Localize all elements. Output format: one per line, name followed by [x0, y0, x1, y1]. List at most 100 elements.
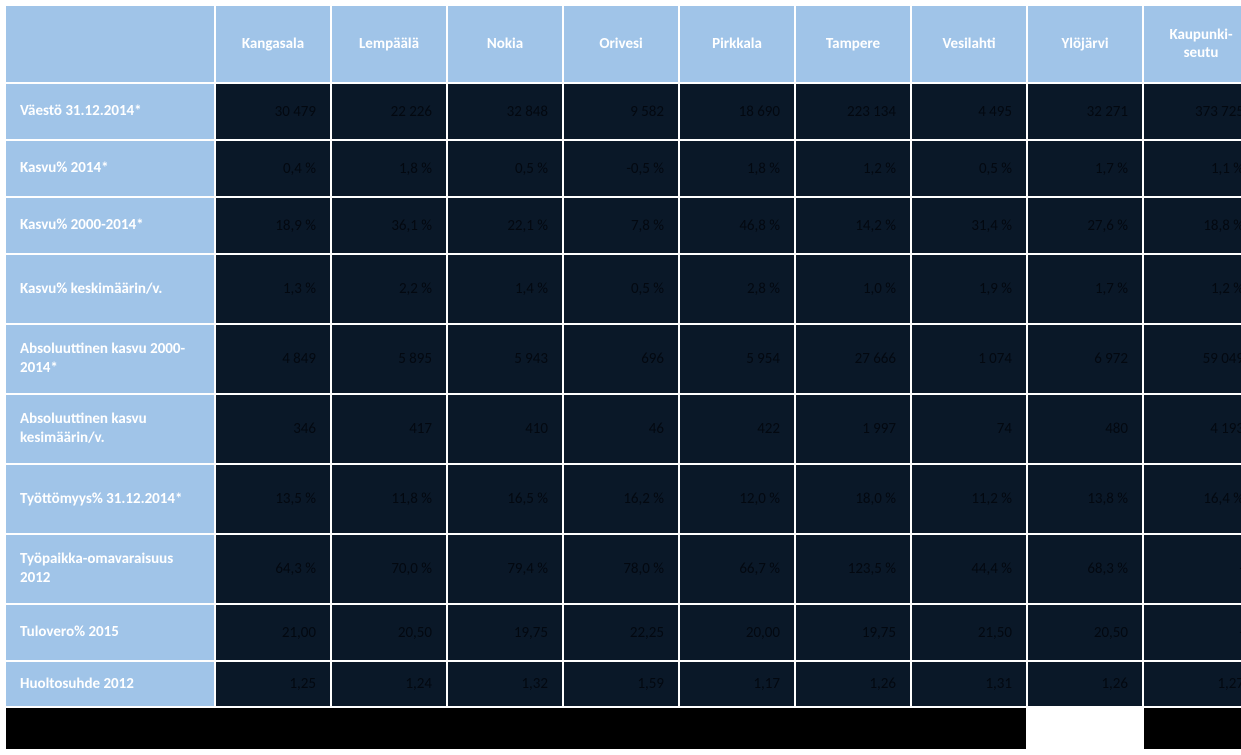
data-cell: 7,8 %	[564, 198, 678, 253]
data-cell: 19,75	[796, 605, 910, 660]
data-cell: -	[1144, 605, 1241, 660]
data-cell: 1,0 %	[796, 255, 910, 323]
data-cell: 21,00	[216, 605, 330, 660]
data-cell: 18,9 %	[216, 198, 330, 253]
data-cell: 5 895	[332, 325, 446, 393]
data-cell: 0,5 %	[564, 255, 678, 323]
header-row: Kangasala Lempäälä Nokia Orivesi Pirkkal…	[6, 6, 1241, 82]
data-cell: 16,2 %	[564, 465, 678, 533]
data-cell: 32 848	[448, 84, 562, 139]
data-cell: 59 049	[1144, 325, 1241, 393]
row-header: Kasvu% 2014*	[6, 141, 214, 196]
data-cell: 5 954	[680, 325, 794, 393]
data-cell: 1,32	[448, 662, 562, 706]
table-row: Työttömyys% 31.12.2014*13,5 %11,8 %16,5 …	[6, 465, 1241, 533]
data-cell: 16,5 %	[448, 465, 562, 533]
data-cell: 346	[216, 395, 330, 463]
data-cell: 1,7 %	[1028, 141, 1142, 196]
data-cell: 12,0 %	[680, 465, 794, 533]
table-row: Kasvu% 2014*0,4 %1,8 %0,5 %-0,5 %1,8 %1,…	[6, 141, 1241, 196]
data-cell: 5 943	[448, 325, 562, 393]
data-cell: 27,6 %	[1028, 198, 1142, 253]
data-cell: 30 479	[216, 84, 330, 139]
row-header: Huoltosuhde 2012	[6, 662, 214, 706]
data-cell: -0,5 %	[564, 141, 678, 196]
table-row: Väestö 31.12.2014*30 47922 22632 8489 58…	[6, 84, 1241, 139]
data-cell: 20,00	[680, 605, 794, 660]
data-cell: 1 074	[912, 325, 1026, 393]
data-cell: 22 226	[332, 84, 446, 139]
data-cell: 1,2 %	[796, 141, 910, 196]
data-cell: 13,5 %	[216, 465, 330, 533]
data-cell: 16,4 %	[1144, 465, 1241, 533]
row-header: Työpaikka-omavaraisuus 2012	[6, 535, 214, 603]
data-cell: 373 725	[1144, 84, 1241, 139]
data-cell: 20,50	[1028, 605, 1142, 660]
table-row: Huoltosuhde 20121,251,241,321,591,171,26…	[6, 662, 1241, 706]
data-cell: 1,8 %	[332, 141, 446, 196]
row-header: Työttömyys% 31.12.2014*	[6, 465, 214, 533]
row-header: Väestö 31.12.2014*	[6, 84, 214, 139]
data-cell: 13,8 %	[1028, 465, 1142, 533]
data-cell: 46,8 %	[680, 198, 794, 253]
data-cell: 1,7 %	[1028, 255, 1142, 323]
data-cell: 64,3 %	[216, 535, 330, 603]
data-cell: 1,25	[216, 662, 330, 706]
col-header: Tampere	[796, 6, 910, 82]
row-header: Tulovero% 2015	[6, 605, 214, 660]
table-row: Työpaikka-omavaraisuus 201264,3 %70,0 %7…	[6, 535, 1241, 603]
data-cell: 11,2 %	[912, 465, 1026, 533]
statistics-table: Kangasala Lempäälä Nokia Orivesi Pirkkal…	[4, 4, 1241, 751]
data-cell: 1,24	[332, 662, 446, 706]
data-cell: 46	[564, 395, 678, 463]
col-header: Lempäälä	[332, 6, 446, 82]
col-header: Nokia	[448, 6, 562, 82]
table-row: Absoluuttinen kasvu kesimäärin/v.3464174…	[6, 395, 1241, 463]
data-cell: 0,5 %	[912, 141, 1026, 196]
data-cell: 79,4 %	[448, 535, 562, 603]
data-cell: 32 271	[1028, 84, 1142, 139]
data-cell: 27 666	[796, 325, 910, 393]
data-cell: 123,5 %	[796, 535, 910, 603]
col-header: Pirkkala	[680, 6, 794, 82]
data-cell: 1,2 %	[1144, 255, 1241, 323]
data-cell: 21,50	[912, 605, 1026, 660]
data-cell: 410	[448, 395, 562, 463]
data-cell: 4 193	[1144, 395, 1241, 463]
footer-cell	[6, 708, 1026, 749]
data-cell: 66,7 %	[680, 535, 794, 603]
data-cell: 18 690	[680, 84, 794, 139]
data-cell: 1,31	[912, 662, 1026, 706]
data-cell: 1,4 %	[448, 255, 562, 323]
data-cell: -	[1144, 535, 1241, 603]
col-header: Kangasala	[216, 6, 330, 82]
col-header: Kaupunki-seutu	[1144, 6, 1241, 82]
data-cell: 1,17	[680, 662, 794, 706]
data-cell: 31,4 %	[912, 198, 1026, 253]
footer-cell	[1144, 708, 1241, 749]
data-cell: 2,2 %	[332, 255, 446, 323]
row-header: Absoluuttinen kasvu 2000-2014*	[6, 325, 214, 393]
data-cell: 480	[1028, 395, 1142, 463]
data-cell: 1,26	[796, 662, 910, 706]
data-cell: 74	[912, 395, 1026, 463]
row-header: Kasvu% 2000-2014*	[6, 198, 214, 253]
data-cell: 417	[332, 395, 446, 463]
data-cell: 1,3 %	[216, 255, 330, 323]
col-header: Vesilahti	[912, 6, 1026, 82]
data-cell: 68,3 %	[1028, 535, 1142, 603]
data-cell: 6 972	[1028, 325, 1142, 393]
data-cell: 22,25	[564, 605, 678, 660]
data-cell: 1,27	[1144, 662, 1241, 706]
data-cell: 2,8 %	[680, 255, 794, 323]
data-cell: 1 997	[796, 395, 910, 463]
data-cell: 1,59	[564, 662, 678, 706]
data-cell: 36,1 %	[332, 198, 446, 253]
col-header: Orivesi	[564, 6, 678, 82]
data-cell: 14,2 %	[796, 198, 910, 253]
data-cell: 1,8 %	[680, 141, 794, 196]
data-cell: 18,8 %	[1144, 198, 1241, 253]
row-header: Kasvu% keskimäärin/v.	[6, 255, 214, 323]
table-row: Kasvu% keskimäärin/v.1,3 %2,2 %1,4 %0,5 …	[6, 255, 1241, 323]
data-cell: 78,0 %	[564, 535, 678, 603]
